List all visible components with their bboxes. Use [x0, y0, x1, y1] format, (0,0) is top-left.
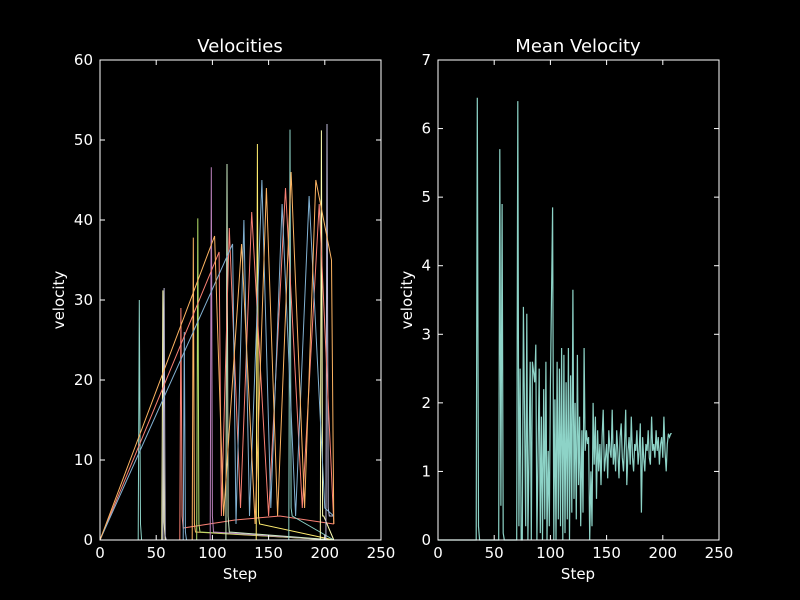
y-tick-label: 5 [421, 188, 431, 206]
y-tick-label: 7 [421, 51, 431, 69]
y-tick-label: 60 [74, 51, 93, 69]
y-axis-label: velocity [50, 271, 68, 330]
x-tick-label: 200 [648, 544, 677, 562]
y-axis-ticks: 0 1 2 3 4 5 6 7 [421, 51, 719, 549]
plot-frame [99, 59, 382, 541]
mean-velocity-chart: Mean Velocity Step velocity 0 50 100 150 200… [398, 36, 733, 583]
x-axis-ticks: 0 50 100 150 200 250 [433, 60, 733, 562]
plot-frame [437, 59, 720, 541]
y-tick-label: 6 [421, 120, 431, 138]
velocity-series-line [99, 171, 335, 541]
x-tick-label: 200 [310, 544, 339, 562]
y-tick-label: 40 [74, 211, 93, 229]
x-tick-label: 0 [433, 544, 443, 562]
x-tick-label: 100 [198, 544, 227, 562]
velocity-series-line [100, 290, 334, 541]
x-tick-label: 100 [536, 544, 565, 562]
velocity-series-line [100, 143, 334, 541]
y-tick-label: 3 [421, 325, 431, 343]
velocity-series-line [100, 237, 334, 541]
plot-area [99, 123, 335, 541]
mean-velocity-line [438, 97, 672, 541]
y-tick-label: 50 [74, 131, 93, 149]
y-tick-label: 0 [421, 531, 431, 549]
y-tick-label: 4 [421, 257, 431, 275]
y-tick-label: 10 [74, 451, 93, 469]
x-tick-label: 250 [367, 544, 396, 562]
x-tick-label: 50 [147, 544, 166, 562]
velocity-series-line [100, 129, 335, 541]
y-axis-label: velocity [398, 271, 416, 330]
velocity-series-line [100, 218, 334, 541]
velocities-chart: Velocities Step velocity 0 50 100 150 200 250… [50, 36, 395, 583]
x-tick-label: 50 [485, 544, 504, 562]
x-axis-label: Step [223, 565, 257, 583]
x-tick-label: 250 [705, 544, 734, 562]
velocity-series-line [99, 179, 335, 541]
plot-area [438, 97, 672, 541]
x-tick-label: 150 [254, 544, 283, 562]
y-tick-label: 2 [421, 394, 431, 412]
y-tick-label: 1 [421, 462, 431, 480]
y-tick-label: 20 [74, 371, 93, 389]
velocity-series-line [100, 130, 335, 541]
velocity-series-line [100, 123, 334, 541]
chart-title: Velocities [197, 36, 282, 57]
x-tick-label: 150 [592, 544, 621, 562]
x-axis-label: Step [561, 565, 595, 583]
velocity-series-line [100, 287, 334, 541]
y-tick-label: 30 [74, 291, 93, 309]
y-axis-ticks: 0 10 20 30 40 50 60 [74, 51, 381, 549]
chart-title: Mean Velocity [515, 36, 641, 57]
x-tick-label: 0 [95, 544, 105, 562]
velocity-series-line [100, 307, 334, 541]
y-tick-label: 0 [83, 531, 93, 549]
velocity-series-line [100, 299, 334, 541]
